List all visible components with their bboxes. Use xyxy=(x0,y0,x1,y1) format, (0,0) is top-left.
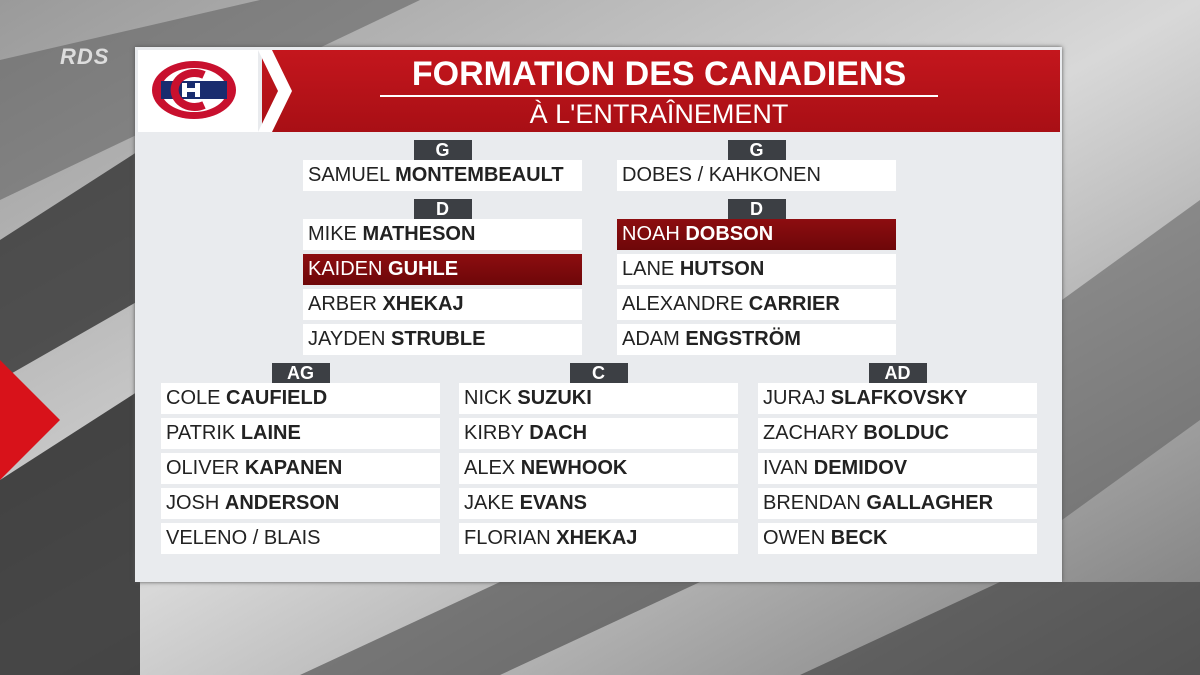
subtitle: À L'ENTRAÎNEMENT xyxy=(529,99,789,129)
position-tab: AD xyxy=(868,363,927,383)
last-name: BOLDUC xyxy=(863,422,949,444)
last-name: LAINE xyxy=(240,422,301,444)
player-row: IVAN DEMIDOV xyxy=(758,453,1037,484)
first-name: LANE xyxy=(622,258,675,280)
first-name: ARBER xyxy=(308,293,377,315)
position-tab: G xyxy=(413,140,472,160)
position-tab: D xyxy=(413,199,472,219)
last-name: GALLAGHER xyxy=(866,492,994,514)
first-name: JOSH xyxy=(166,492,220,514)
position-tab: AG xyxy=(271,363,330,383)
last-name: KAPANEN xyxy=(244,457,343,479)
first-name: JAYDEN xyxy=(308,328,386,350)
player-row: KAIDEN GUHLE xyxy=(303,254,582,285)
last-name: BECK xyxy=(830,527,888,549)
last-name: MONTEMBEAULT xyxy=(395,164,564,186)
last-name: SUZUKI xyxy=(517,387,592,409)
position-tab: D xyxy=(727,199,786,219)
first-name: COLE xyxy=(166,387,221,409)
last-name: HUTSON xyxy=(679,258,765,280)
logo xyxy=(152,61,236,119)
player-row: NICK SUZUKI xyxy=(459,383,738,414)
first-name: KIRBY xyxy=(464,422,524,444)
last-name: STRUBLE xyxy=(390,328,486,350)
position-tab: C xyxy=(569,363,628,383)
first-name: BRENDAN xyxy=(763,492,861,514)
player-row: ALEXANDRE CARRIER xyxy=(617,289,896,320)
first-name: JURAJ xyxy=(763,387,826,409)
last-name: EVANS xyxy=(519,492,588,514)
player-row: COLE CAUFIELD xyxy=(161,383,440,414)
player-row: LANE HUTSON xyxy=(617,254,896,285)
chevron xyxy=(258,50,292,132)
player-row: NOAH DOBSON xyxy=(617,219,896,250)
first-name: ALEXANDRE xyxy=(622,293,744,315)
player-row: VELENO / BLAIS xyxy=(161,523,440,554)
first-name: JAKE xyxy=(464,492,515,514)
last-name: NEWHOOK xyxy=(520,457,628,479)
last-name: ANDERSON xyxy=(224,492,340,514)
last-name: DOBSON xyxy=(685,223,774,245)
player-row: JOSH ANDERSON xyxy=(161,488,440,519)
first-name: PATRIK xyxy=(166,422,236,444)
player-row: ARBER XHEKAJ xyxy=(303,289,582,320)
player-row: DOBES / KAHKONEN xyxy=(617,160,896,191)
player-row: MIKE MATHESON xyxy=(303,219,582,250)
first-name: MIKE xyxy=(308,223,357,245)
first-name: IVAN xyxy=(763,457,809,479)
first-name: OWEN xyxy=(763,527,826,549)
player-row: BRENDAN GALLAGHER xyxy=(758,488,1037,519)
first-name: ZACHARY xyxy=(763,422,858,444)
player-row: JAYDEN STRUBLE xyxy=(303,324,582,355)
first-name: KAIDEN xyxy=(308,258,383,280)
first-name: ALEX xyxy=(464,457,516,479)
first-name: FLORIAN xyxy=(464,527,551,549)
position-tab: G xyxy=(727,140,786,160)
logo-box xyxy=(138,50,258,132)
last-name: DEMIDOV xyxy=(813,457,908,479)
first-name: DOBES / KAHKONEN xyxy=(622,164,821,186)
last-name: CAUFIELD xyxy=(226,387,328,409)
player-row: OLIVER KAPANEN xyxy=(161,453,440,484)
title: FORMATION DES CANADIENS xyxy=(411,55,907,93)
last-name: CARRIER xyxy=(748,293,840,315)
player-row: PATRIK LAINE xyxy=(161,418,440,449)
last-name: XHEKAJ xyxy=(556,527,638,549)
player-row: SAMUEL MONTEMBEAULT xyxy=(303,160,582,191)
header-bar xyxy=(262,50,1060,132)
first-name: ADAM xyxy=(622,328,680,350)
last-name: SLAFKOVSKY xyxy=(830,387,968,409)
brand: RDS xyxy=(60,44,110,69)
player-row: ADAM ENGSTRÖM xyxy=(617,324,896,355)
first-name: SAMUEL xyxy=(308,164,390,186)
last-name: DACH xyxy=(529,422,588,444)
last-name: MATHESON xyxy=(362,223,476,245)
last-name: GUHLE xyxy=(388,258,459,280)
player-row: ZACHARY BOLDUC xyxy=(758,418,1037,449)
last-name: ENGSTRÖM xyxy=(685,328,801,350)
player-row: OWEN BECK xyxy=(758,523,1037,554)
player-row: ALEX NEWHOOK xyxy=(459,453,738,484)
first-name: VELENO / BLAIS xyxy=(166,527,321,549)
first-name: OLIVER xyxy=(166,457,240,479)
title-rule xyxy=(380,95,938,97)
first-name: NICK xyxy=(464,387,512,409)
player-row: FLORIAN XHEKAJ xyxy=(459,523,738,554)
last-name: XHEKAJ xyxy=(382,293,464,315)
first-name: NOAH xyxy=(622,223,680,245)
player-row: JAKE EVANS xyxy=(459,488,738,519)
player-row: JURAJ SLAFKOVSKY xyxy=(758,383,1037,414)
player-row: KIRBY DACH xyxy=(459,418,738,449)
